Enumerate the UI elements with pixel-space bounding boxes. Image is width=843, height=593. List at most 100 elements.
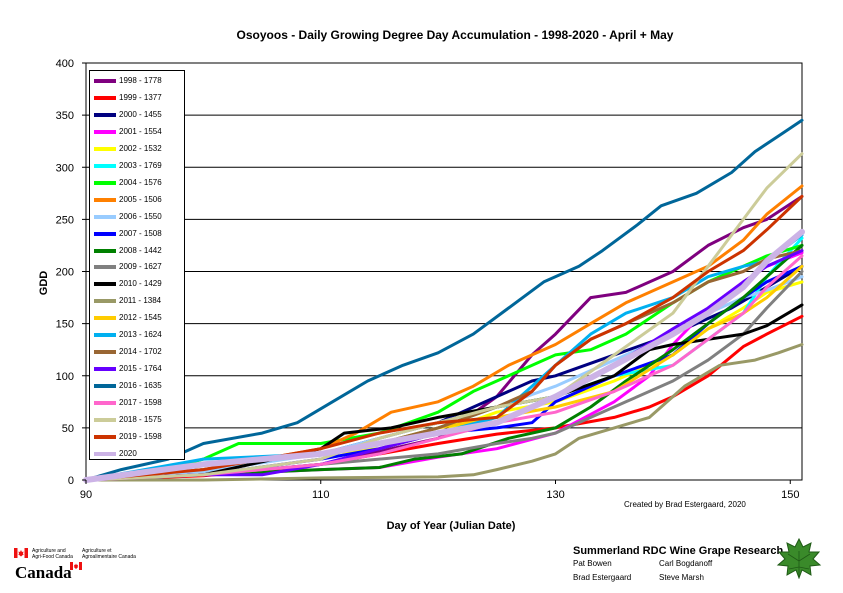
legend-swatch — [94, 248, 116, 253]
series-lines — [83, 118, 805, 483]
y-tick-label: 400 — [56, 58, 74, 70]
legend-item: 2007 - 1508 — [94, 228, 162, 240]
canada-wordmark: Canada — [15, 563, 72, 582]
legend-label: 2014 - 1702 — [119, 347, 162, 357]
credit-text: Created by Brad Estergaard, 2020 — [624, 500, 746, 509]
legend-label: 2015 - 1764 — [119, 364, 162, 374]
legend-swatch — [94, 79, 116, 83]
research-credit: Summerland RDC Wine Grape Research Pat B… — [573, 545, 783, 585]
researcher-name: Brad Estergaard — [573, 573, 632, 582]
y-tick-label: 300 — [56, 162, 74, 174]
legend-item: 2017 - 1598 — [94, 397, 162, 409]
series-line — [84, 194, 804, 482]
legend-label: 2018 - 1575 — [119, 415, 162, 424]
y-tick-label: 150 — [56, 319, 74, 331]
canada-flag-icon — [14, 548, 28, 558]
legend-swatch — [94, 95, 116, 100]
y-tick-label: 200 — [56, 267, 74, 279]
legend-swatch — [94, 316, 116, 321]
x-tick-label: 150 — [781, 489, 799, 501]
legend-swatch — [94, 350, 116, 355]
series-line — [83, 228, 805, 483]
research-names: Pat Bowen Carl Bogdanoff Brad Estergaard… — [573, 557, 773, 585]
legend-swatch — [94, 299, 116, 304]
legend-item: 2011 - 1384 — [94, 295, 161, 307]
y-axis-label: GDD — [38, 271, 50, 296]
y-tick-label: 250 — [56, 214, 74, 226]
legend-swatch — [94, 434, 116, 439]
legend-swatch — [94, 265, 116, 270]
legend-label: 2000 - 1455 — [119, 109, 162, 119]
legend-swatch — [94, 197, 116, 202]
legend: 1998 - 1778 1999 - 1377 2000 - 1455 2001 - … — [89, 70, 185, 460]
legend-item: 1998 - 1778 — [94, 75, 162, 87]
legend-item: 2016 - 1635 — [94, 380, 162, 392]
legend-label: 2013 - 1624 — [119, 330, 162, 340]
research-title: Summerland RDC Wine Grape Research — [573, 545, 784, 557]
legend-label: 1998 - 1778 — [119, 76, 162, 85]
legend-label: 2019 - 1598 — [119, 431, 162, 441]
legend-label: 2001 - 1554 — [119, 126, 162, 136]
grape-leaf-icon — [776, 537, 822, 579]
legend-item: 2001 - 1554 — [94, 126, 162, 138]
legend-item: 2009 - 1627 — [94, 261, 162, 273]
legend-item: 2018 - 1575 — [94, 414, 162, 426]
legend-item: 2003 - 1769 — [94, 160, 162, 172]
legend-swatch — [94, 282, 116, 287]
legend-item: 2020 — [94, 448, 137, 460]
agency-name-en: Agriculture and Agri-Food Canada — [32, 548, 73, 560]
series-line — [84, 254, 804, 482]
legend-swatch — [94, 214, 116, 219]
legend-item: 2010 - 1429 — [94, 278, 162, 290]
series-line — [84, 243, 804, 482]
legend-swatch — [94, 129, 116, 134]
x-tick-label: 90 — [80, 489, 92, 501]
x-tick-label: 110 — [312, 489, 330, 501]
agency-name-fr: Agriculture et Agroalimentaire Canada — [82, 548, 136, 560]
legend-item: 2000 - 1455 — [94, 109, 162, 121]
y-tick-label: 100 — [56, 371, 74, 383]
y-tick-label: 50 — [62, 423, 74, 435]
legend-label: 2003 - 1769 — [119, 160, 162, 170]
legend-item: 2019 - 1598 — [94, 431, 162, 443]
x-tick-label: 130 — [546, 489, 564, 501]
legend-item: 2015 - 1764 — [94, 363, 162, 375]
legend-label: 2007 - 1508 — [119, 228, 162, 238]
legend-label: 2005 - 1506 — [119, 194, 162, 204]
series-line — [84, 270, 804, 482]
researcher-name: Steve Marsh — [659, 573, 704, 582]
researcher-name: Pat Bowen — [573, 559, 612, 568]
legend-swatch — [94, 231, 116, 236]
legend-label: 2012 - 1545 — [119, 313, 162, 323]
y-tick-label: 0 — [68, 475, 74, 487]
legend-item: 2004 - 1576 — [94, 177, 162, 189]
legend-label: 2010 - 1429 — [119, 279, 162, 289]
legend-item: 2006 - 1550 — [94, 211, 162, 223]
legend-item: 2012 - 1545 — [94, 312, 162, 324]
series-line — [84, 184, 804, 482]
legend-swatch — [94, 333, 116, 338]
legend-label: 2020 — [119, 448, 137, 458]
series-line — [84, 343, 804, 482]
legend-swatch — [94, 418, 116, 422]
legend-item: 2008 - 1442 — [94, 245, 162, 257]
legend-swatch — [94, 146, 116, 151]
legend-swatch — [94, 163, 116, 168]
series-line — [84, 251, 804, 482]
legend-swatch — [94, 367, 116, 372]
legend-swatch — [94, 401, 116, 406]
legend-label: 2008 - 1442 — [119, 245, 162, 255]
chart-title: Osoyoos - Daily Growing Degree Day Accum… — [237, 28, 674, 42]
legend-label: 2009 - 1627 — [119, 262, 162, 272]
legend-label: 2004 - 1576 — [119, 177, 162, 187]
legend-item: 1999 - 1377 — [94, 92, 162, 104]
legend-label: 2011 - 1384 — [119, 296, 162, 306]
series-line — [84, 118, 804, 482]
axes: 0 50 100 150 200 250 300 350 400 90 110 130 150 — [56, 58, 800, 501]
legend-label: 2017 - 1598 — [119, 398, 162, 408]
legend-label: 2002 - 1532 — [119, 143, 162, 153]
legend-item: 2002 - 1532 — [94, 143, 162, 155]
legend-label: 1999 - 1377 — [119, 92, 162, 102]
legend-swatch — [94, 451, 116, 456]
